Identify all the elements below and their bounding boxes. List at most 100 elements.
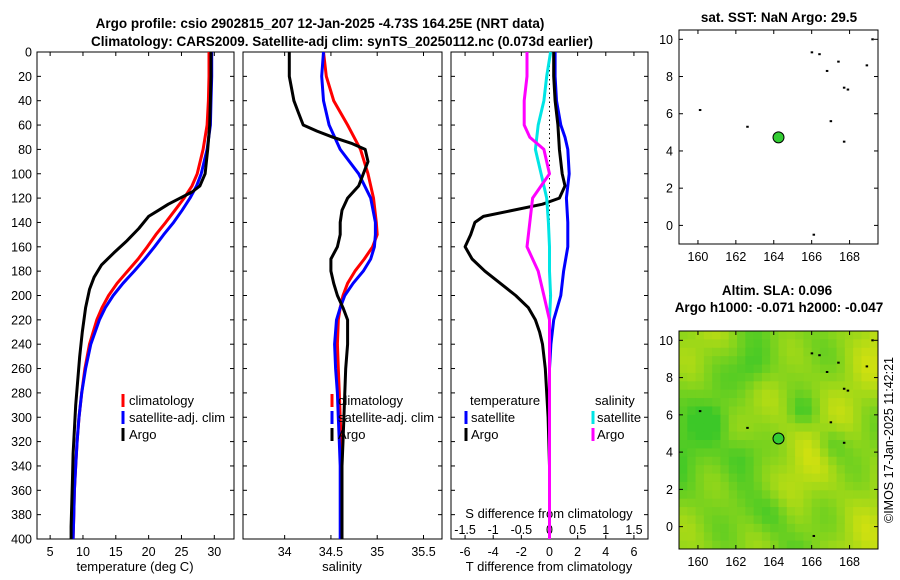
sla-cell xyxy=(853,389,863,399)
sla-cell xyxy=(819,440,829,449)
sla-cell xyxy=(786,440,796,449)
sla-cell xyxy=(770,490,780,500)
sla-cell xyxy=(737,431,746,441)
climatology-sal-line xyxy=(322,51,379,539)
profile-legend-temperature: climatology satellite-adj. clim Argo xyxy=(121,393,225,442)
sla-cell xyxy=(778,389,788,399)
sla-cell xyxy=(853,473,863,483)
sla-cell xyxy=(761,398,771,408)
sla-cell xyxy=(869,481,878,491)
sla-cell xyxy=(728,540,738,549)
x-tick-label: 160 xyxy=(688,555,709,569)
sla-cell xyxy=(728,431,738,441)
sst-map-frame xyxy=(678,29,879,245)
sla-cell xyxy=(695,532,705,542)
sla-cell xyxy=(687,389,697,399)
sla-cell xyxy=(753,331,763,340)
sla-cell xyxy=(687,431,697,441)
sla-cell xyxy=(745,414,755,424)
sla-cell xyxy=(687,498,697,508)
legend-label-satellite-adj: satellite-adj. clim xyxy=(338,410,434,425)
sla-cell xyxy=(819,532,829,542)
sla-cell xyxy=(745,448,755,458)
sla-cell xyxy=(803,498,813,508)
y-tick-label: 8 xyxy=(666,70,673,84)
sla-cell xyxy=(745,381,755,391)
sla-cell xyxy=(861,532,871,542)
x-tick-label: 34 xyxy=(278,545,292,559)
argo-position-marker xyxy=(772,131,785,144)
sla-cell xyxy=(687,515,697,525)
temperature-panel: temperature (deg C) 0 20 40 60 80 100 120 140 16… xyxy=(11,46,235,574)
sla-cell xyxy=(819,414,829,424)
sla-cell xyxy=(861,498,871,508)
sla-cell xyxy=(720,372,730,382)
sla-cell xyxy=(778,540,788,549)
sla-cell xyxy=(819,431,829,441)
sla-cell xyxy=(728,465,738,475)
sla-cell xyxy=(828,389,838,399)
sla-cell xyxy=(836,507,846,517)
sla-cell xyxy=(679,473,688,483)
sla-cell xyxy=(695,414,705,424)
sla-cell xyxy=(770,356,780,366)
sla-map-frame xyxy=(678,330,879,550)
sla-cell xyxy=(703,456,713,466)
x-tick-label: 162 xyxy=(725,250,746,264)
sla-cell xyxy=(712,423,722,433)
legend-title-salinity: salinity xyxy=(595,393,635,408)
sla-cell xyxy=(795,456,804,466)
sla-cell xyxy=(745,398,755,408)
sla-cell xyxy=(844,414,854,424)
sla-cell xyxy=(869,347,878,357)
x-tick-label: -4 xyxy=(488,545,499,559)
sla-cell xyxy=(853,498,863,508)
s-tick-label: 1 xyxy=(602,523,609,537)
sla-cell xyxy=(695,372,705,382)
sla-cell xyxy=(687,364,697,374)
sla-cell xyxy=(753,414,763,424)
x-tick-label: 160 xyxy=(688,250,709,264)
sla-cell xyxy=(853,431,863,441)
island-mark xyxy=(871,339,874,342)
sla-cell xyxy=(811,473,821,483)
sst-map-panel: 160 162 164 166 168 0 2 4 6 8 10 xyxy=(659,29,879,264)
sla-cell xyxy=(728,406,738,416)
sla-cell xyxy=(811,381,821,391)
sla-cell xyxy=(853,331,863,340)
sla-cell xyxy=(737,364,746,374)
sla-cell xyxy=(853,465,863,475)
sla-cell xyxy=(761,381,771,391)
sla-cell xyxy=(745,389,755,399)
sla-cell xyxy=(861,331,871,340)
argo-temp-line xyxy=(69,52,213,539)
sla-cell xyxy=(836,347,846,357)
s-tick-label: -0.5 xyxy=(511,523,533,537)
s-tick-label: -1.5 xyxy=(454,523,476,537)
y-tick-label: 0 xyxy=(666,520,673,534)
sla-cell xyxy=(836,339,846,349)
sla-cell xyxy=(778,523,788,533)
sla-cell xyxy=(836,523,846,533)
main-title-line-2: Climatology: CARS2009. Satellite-adj cli… xyxy=(91,34,593,49)
sla-cell xyxy=(861,414,871,424)
island-mark xyxy=(842,86,846,89)
y-tick-label: 320 xyxy=(11,435,32,449)
sla-cell xyxy=(853,440,863,449)
sla-cell xyxy=(795,498,804,508)
s-argo-diff-line xyxy=(522,52,551,539)
sla-cell xyxy=(687,339,697,349)
sla-cell xyxy=(761,372,771,382)
sla-cell xyxy=(844,448,854,458)
y-tick-label: 20 xyxy=(18,70,32,84)
sla-cell xyxy=(778,440,788,449)
sla-cell xyxy=(728,440,738,449)
legend-label-satellite-adj: satellite-adj. clim xyxy=(129,410,225,425)
sla-cell xyxy=(869,473,878,483)
sla-cell xyxy=(811,498,821,508)
sla-cell xyxy=(844,456,854,466)
x-tick-label: 164 xyxy=(763,250,784,264)
sla-cell xyxy=(811,465,821,475)
sla-cell xyxy=(687,481,697,491)
sla-cell xyxy=(853,532,863,542)
